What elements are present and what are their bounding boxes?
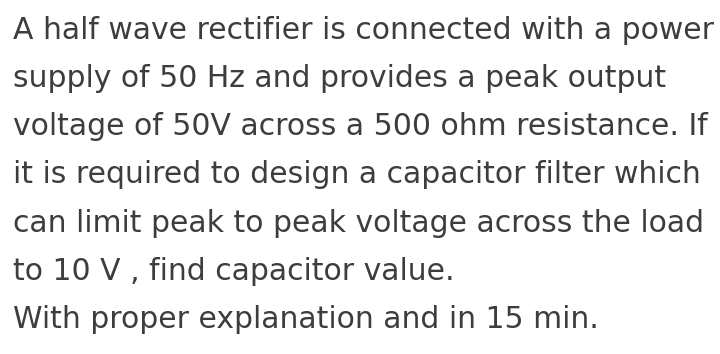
Text: A half wave rectifier is connected with a power: A half wave rectifier is connected with … bbox=[13, 16, 714, 45]
Text: With proper explanation and in 15 min.: With proper explanation and in 15 min. bbox=[13, 305, 599, 334]
Text: to 10 V , find capacitor value.: to 10 V , find capacitor value. bbox=[13, 257, 454, 286]
Text: it is required to design a capacitor filter which: it is required to design a capacitor fil… bbox=[13, 160, 701, 189]
Text: can limit peak to peak voltage across the load: can limit peak to peak voltage across th… bbox=[13, 209, 704, 238]
Text: voltage of 50V across a 500 ohm resistance. If: voltage of 50V across a 500 ohm resistan… bbox=[13, 112, 708, 141]
Text: supply of 50 Hz and provides a peak output: supply of 50 Hz and provides a peak outp… bbox=[13, 64, 666, 93]
